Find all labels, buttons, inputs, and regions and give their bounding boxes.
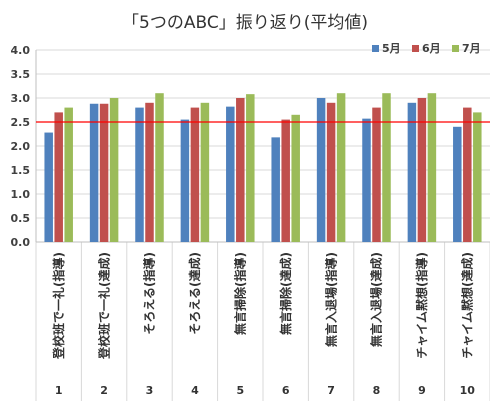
category-label: 無言入退場(指導) — [323, 252, 338, 347]
bars — [44, 93, 482, 243]
category-number: 1 — [55, 384, 63, 397]
legend-swatch-3 — [452, 45, 459, 52]
category-label: 無言入退場(達成) — [369, 252, 384, 347]
y-tick-label: 3.0 — [11, 92, 31, 105]
bar-3-6 — [291, 114, 300, 242]
category-number: 2 — [100, 384, 108, 397]
bar-2-8 — [372, 107, 381, 242]
legend-label-3: 7月 — [462, 42, 481, 55]
category-number: 6 — [282, 384, 290, 397]
legend-swatch-1 — [372, 45, 379, 52]
category-label: そろえる(指導) — [142, 252, 157, 335]
legend-label-2: 6月 — [422, 42, 441, 55]
chart-title: 「5つのABC」振り返り(平均値) — [122, 13, 368, 33]
category-label: そろえる(達成) — [187, 252, 202, 335]
legend-swatch-2 — [412, 45, 419, 52]
bar-3-9 — [427, 93, 437, 242]
bar-1-3 — [135, 107, 144, 242]
bar-3-10 — [473, 112, 482, 243]
category-label: チャイム黙想(指導) — [414, 252, 429, 359]
legend-label-1: 5月 — [382, 42, 401, 55]
bar-2-7 — [326, 102, 336, 242]
category-number: 5 — [236, 384, 244, 397]
category-label: チャイム黙想(達成) — [460, 252, 475, 359]
bar-2-5 — [236, 98, 245, 242]
bar-1-1 — [44, 132, 53, 242]
bar-3-2 — [109, 98, 119, 242]
category-number: 3 — [146, 384, 154, 397]
y-tick-label: 1.5 — [11, 164, 31, 177]
y-tick-label: 2.0 — [11, 140, 31, 153]
bar-1-7 — [316, 98, 326, 242]
bar-1-5 — [226, 106, 235, 242]
category-number: 4 — [191, 384, 199, 397]
bar-1-8 — [362, 118, 371, 242]
category-number: 10 — [460, 384, 476, 397]
bar-2-1 — [54, 112, 63, 243]
bar-3-1 — [64, 107, 73, 242]
bar-3-4 — [200, 102, 210, 242]
bar-1-2 — [89, 103, 99, 242]
category-label: 無言掃除(達成) — [278, 252, 293, 335]
bar-2-9 — [417, 98, 427, 242]
category-label: 登校班で一礼(指導) — [51, 252, 66, 360]
bar-2-10 — [463, 107, 472, 242]
y-tick-label: 1.0 — [11, 188, 31, 201]
category-number: 9 — [418, 384, 426, 397]
bar-1-6 — [271, 137, 280, 242]
bar-1-10 — [453, 126, 462, 242]
y-tick-label: 0.5 — [11, 212, 31, 225]
y-tick-label: 2.5 — [11, 116, 31, 129]
y-tick-label: 3.5 — [11, 68, 31, 81]
axes: 0.0 0.5 1.0 1.5 2.0 2.5 3.0 3.5 4.0 — [11, 44, 490, 401]
bar-3-7 — [336, 93, 346, 242]
bar-2-3 — [145, 102, 154, 242]
legend: 5月 6月 7月 — [372, 42, 481, 55]
category-labels: 登校班で一礼(指導) 1 登校班で一礼(達成) 2 そろえる(指導) 3 そろえる(達成) 4… — [51, 252, 475, 397]
bar-2-4 — [190, 107, 200, 242]
y-tick-label: 4.0 — [11, 44, 31, 57]
bar-3-8 — [382, 93, 391, 242]
bar-1-4 — [180, 119, 190, 242]
bar-3-3 — [155, 93, 164, 242]
bar-2-6 — [281, 119, 290, 242]
category-label: 無言掃除(指導) — [233, 252, 248, 335]
bar-2-2 — [99, 103, 109, 242]
category-number: 7 — [327, 384, 335, 397]
bar-3-5 — [246, 94, 255, 242]
bar-1-9 — [407, 102, 417, 242]
category-label: 登校班で一礼(達成) — [96, 252, 111, 360]
category-number: 8 — [373, 384, 381, 397]
y-tick-label: 0.0 — [11, 236, 31, 249]
